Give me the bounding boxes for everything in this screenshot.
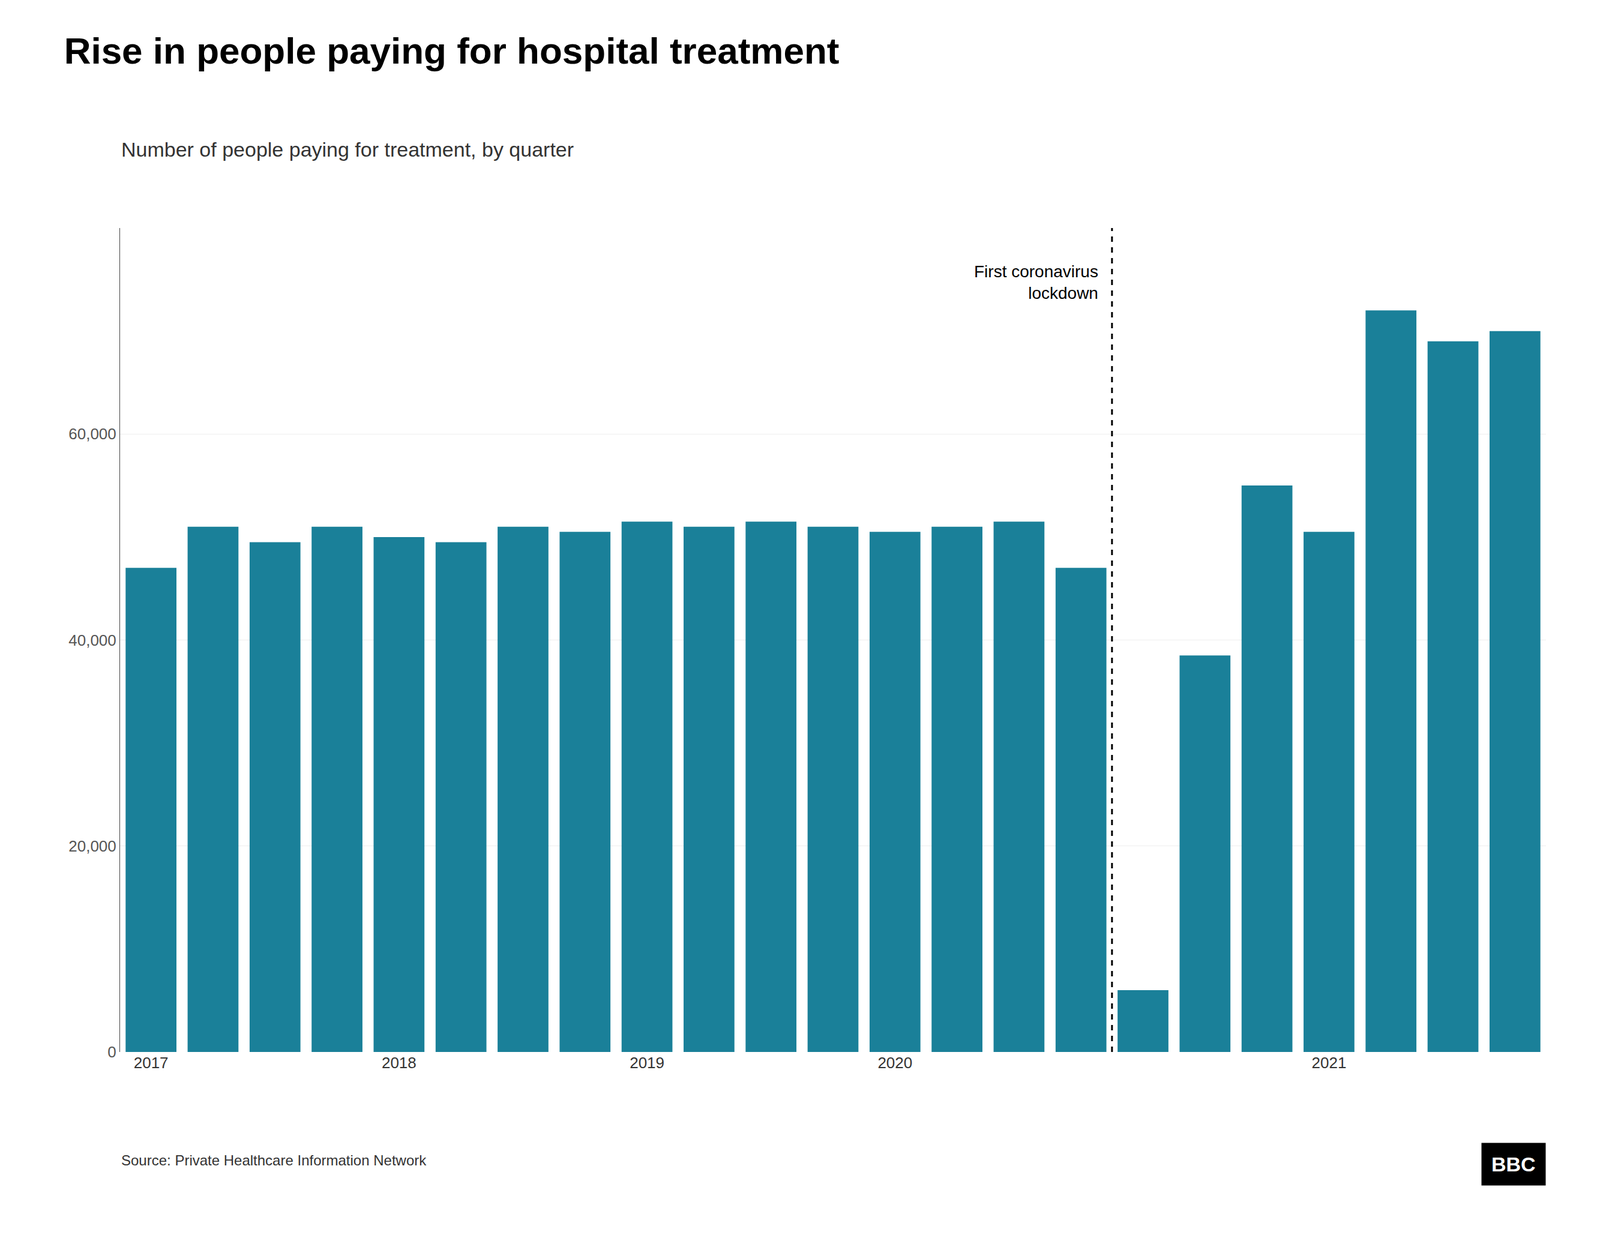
svg-text:BBC: BBC (1491, 1152, 1536, 1176)
svg-text:20,000: 20,000 (68, 837, 117, 856)
svg-text:Source: Private Healthcare Inf: Source: Private Healthcare Information N… (121, 1152, 427, 1169)
svg-text:Number of people paying for tr: Number of people paying for treatment, b… (121, 138, 574, 161)
svg-text:2021: 2021 (1311, 1053, 1347, 1072)
svg-text:2017: 2017 (133, 1053, 169, 1072)
svg-text:2019: 2019 (629, 1053, 665, 1072)
svg-text:40,000: 40,000 (68, 631, 117, 650)
svg-text:First coronaviruslockdown: First coronaviruslockdown (974, 262, 1099, 303)
svg-text:0: 0 (107, 1043, 116, 1062)
svg-text:Rise in people paying for hosp: Rise in people paying for hospital treat… (64, 30, 840, 72)
svg-text:2020: 2020 (877, 1053, 913, 1072)
svg-text:2018: 2018 (381, 1053, 417, 1072)
svg-text:60,000: 60,000 (68, 424, 117, 443)
